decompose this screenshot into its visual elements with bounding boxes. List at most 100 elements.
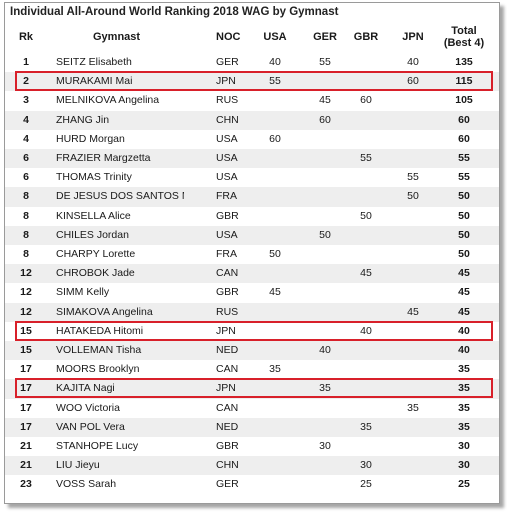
cell-gbr: 40	[360, 324, 372, 337]
cell-noc: NED	[216, 344, 239, 356]
cell-noc: FRA	[216, 190, 237, 203]
ranking-table-panel: Individual All-Around World Ranking 2018…	[4, 2, 500, 504]
header-total: Total (Best 4)	[439, 25, 489, 49]
table-row: 8 CHARPY Lorette FRA 50 50	[5, 245, 499, 264]
cell-noc: NED	[216, 420, 239, 433]
table-row: 8 KINSELLA Alice GBR 50 50	[5, 207, 499, 226]
cell-noc: CAN	[216, 267, 239, 280]
cell-name: VAN POL Vera	[56, 420, 125, 433]
cell-total: 45	[458, 305, 470, 318]
cell-name: MOORS Brooklyn	[56, 363, 140, 376]
header-total-line2: (Best 4)	[443, 37, 485, 49]
cell-total: 40	[458, 344, 470, 356]
cell-name: DE JESUS DOS SANTOS Me	[56, 190, 184, 203]
cell-usa: 60	[269, 132, 281, 145]
cell-noc: CHN	[216, 459, 239, 472]
cell-rk: 8	[23, 209, 29, 222]
table-row: 6 THOMAS Trinity USA 55 55	[5, 168, 499, 187]
cell-noc: JPN	[216, 75, 236, 88]
cell-rk: 8	[23, 190, 29, 203]
cell-rk: 2	[23, 75, 29, 88]
cell-jpn: 35	[407, 401, 419, 414]
cell-gbr: 30	[360, 459, 372, 472]
cell-noc: FRA	[216, 248, 237, 260]
cell-rk: 17	[20, 420, 32, 433]
cell-noc: GBR	[216, 440, 239, 452]
header-gymnast: Gymnast	[93, 31, 141, 43]
cell-total: 30	[458, 440, 470, 452]
cell-name: SIMAKOVA Angelina	[56, 305, 153, 318]
cell-rk: 17	[20, 363, 32, 376]
cell-total: 25	[458, 478, 470, 491]
cell-noc: JPN	[216, 382, 236, 395]
cell-gbr: 25	[360, 478, 372, 491]
table-header: Rk Gymnast NOC USA GER GBR JPN Total (Be…	[5, 25, 499, 55]
cell-rk: 1	[23, 56, 29, 68]
cell-jpn: 50	[407, 190, 419, 203]
cell-noc: CAN	[216, 401, 239, 414]
cell-rk: 3	[23, 94, 29, 107]
cell-total: 50	[458, 209, 470, 222]
cell-name: MELNIKOVA Angelina	[56, 94, 160, 107]
cell-total: 55	[458, 171, 470, 184]
header-usa: USA	[263, 31, 287, 43]
cell-ger: 60	[319, 113, 331, 126]
cell-total: 35	[458, 363, 470, 376]
table-row: 17 VAN POL Vera NED 35 35	[5, 417, 499, 437]
cell-name: STANHOPE Lucy	[56, 440, 139, 452]
cell-usa: 55	[269, 75, 281, 88]
cell-name: THOMAS Trinity	[56, 171, 132, 184]
cell-rk: 6	[23, 152, 29, 164]
cell-total: 30	[458, 459, 470, 472]
cell-usa: 40	[269, 56, 281, 68]
cell-rk: 6	[23, 171, 29, 184]
cell-name: VOLLEMAN Tisha	[56, 344, 142, 356]
cell-gbr: 60	[360, 94, 372, 107]
cell-rk: 23	[20, 478, 32, 491]
cell-noc: USA	[216, 228, 238, 241]
cell-rk: 8	[23, 248, 29, 260]
cell-rk: 12	[20, 286, 32, 299]
cell-noc: CHN	[216, 113, 239, 126]
cell-jpn: 60	[407, 75, 419, 88]
cell-usa: 35	[269, 363, 281, 376]
cell-name: SEITZ Elisabeth	[56, 56, 132, 68]
cell-noc: GBR	[216, 286, 239, 299]
cell-name: VOSS Sarah	[56, 478, 117, 491]
cell-ger: 35	[319, 382, 331, 395]
header-noc: NOC	[216, 31, 241, 43]
cell-name: HURD Morgan	[56, 132, 125, 145]
cell-gbr: 55	[360, 152, 372, 164]
table-row: 12 SIMAKOVA Angelina RUS 45 45	[5, 302, 499, 322]
cell-name: CHROBOK Jade	[56, 267, 135, 280]
cell-total: 35	[458, 401, 470, 414]
cell-rk: 17	[20, 382, 32, 395]
cell-noc: USA	[216, 171, 238, 184]
cell-name: MURAKAMI Mai	[56, 75, 133, 88]
table-row: 23 VOSS Sarah GER 25 25	[5, 475, 499, 494]
table-row: 15 VOLLEMAN Tisha NED 40 40	[5, 341, 499, 361]
table-row: 12 SIMM Kelly GBR 45 45	[5, 283, 499, 302]
cell-total: 105	[455, 94, 473, 107]
cell-noc: USA	[216, 152, 238, 164]
cell-noc: CAN	[216, 363, 239, 376]
cell-noc: USA	[216, 132, 238, 145]
table-row: 4 HURD Morgan USA 60 60	[5, 130, 499, 149]
cell-name: SIMM Kelly	[56, 286, 110, 299]
cell-ger: 30	[319, 440, 331, 452]
cell-total: 45	[458, 267, 470, 280]
header-gbr: GBR	[353, 31, 379, 43]
cell-noc: RUS	[216, 94, 239, 107]
cell-name: FRAZIER Margzetta	[56, 152, 151, 164]
cell-ger: 55	[319, 56, 331, 68]
cell-usa: 45	[269, 286, 281, 299]
table-row: 17 WOO Victoria CAN 35 35	[5, 399, 499, 418]
cell-noc: GBR	[216, 209, 239, 222]
table-row: 6 FRAZIER Margzetta USA 55 55	[5, 149, 499, 169]
cell-jpn: 55	[407, 171, 419, 184]
cell-noc: GER	[216, 56, 239, 68]
cell-name: ZHANG Jin	[56, 113, 110, 126]
cell-noc: GER	[216, 478, 239, 491]
cell-rk: 21	[20, 459, 32, 472]
cell-total: 115	[455, 75, 473, 88]
